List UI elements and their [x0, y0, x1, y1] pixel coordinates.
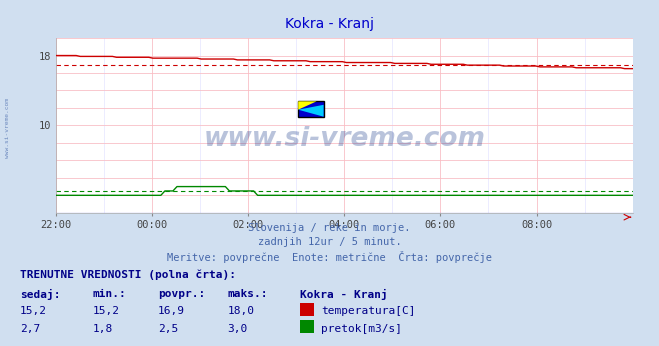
Text: www.si-vreme.com: www.si-vreme.com — [204, 126, 485, 152]
Text: Kokra - Kranj: Kokra - Kranj — [285, 17, 374, 30]
FancyBboxPatch shape — [298, 101, 324, 117]
Text: 2,5: 2,5 — [158, 324, 179, 334]
Text: Kokra - Kranj: Kokra - Kranj — [300, 289, 387, 300]
Text: 2,7: 2,7 — [20, 324, 40, 334]
Text: 15,2: 15,2 — [20, 306, 47, 316]
Text: maks.:: maks.: — [227, 289, 268, 299]
Text: 16,9: 16,9 — [158, 306, 185, 316]
Text: sedaj:: sedaj: — [20, 289, 60, 300]
Text: www.si-vreme.com: www.si-vreme.com — [5, 98, 11, 158]
Text: temperatura[C]: temperatura[C] — [321, 306, 415, 316]
Polygon shape — [298, 105, 324, 117]
Text: Slovenija / reke in morje.: Slovenija / reke in morje. — [248, 223, 411, 233]
Text: 3,0: 3,0 — [227, 324, 248, 334]
Polygon shape — [298, 101, 316, 110]
Text: Meritve: povprečne  Enote: metrične  Črta: povprečje: Meritve: povprečne Enote: metrične Črta:… — [167, 251, 492, 263]
Text: zadnjih 12ur / 5 minut.: zadnjih 12ur / 5 minut. — [258, 237, 401, 247]
Text: povpr.:: povpr.: — [158, 289, 206, 299]
Text: pretok[m3/s]: pretok[m3/s] — [321, 324, 402, 334]
Text: TRENUTNE VREDNOSTI (polna črta):: TRENUTNE VREDNOSTI (polna črta): — [20, 270, 236, 280]
Text: 1,8: 1,8 — [92, 324, 113, 334]
Text: 15,2: 15,2 — [92, 306, 119, 316]
Text: 18,0: 18,0 — [227, 306, 254, 316]
Text: min.:: min.: — [92, 289, 126, 299]
